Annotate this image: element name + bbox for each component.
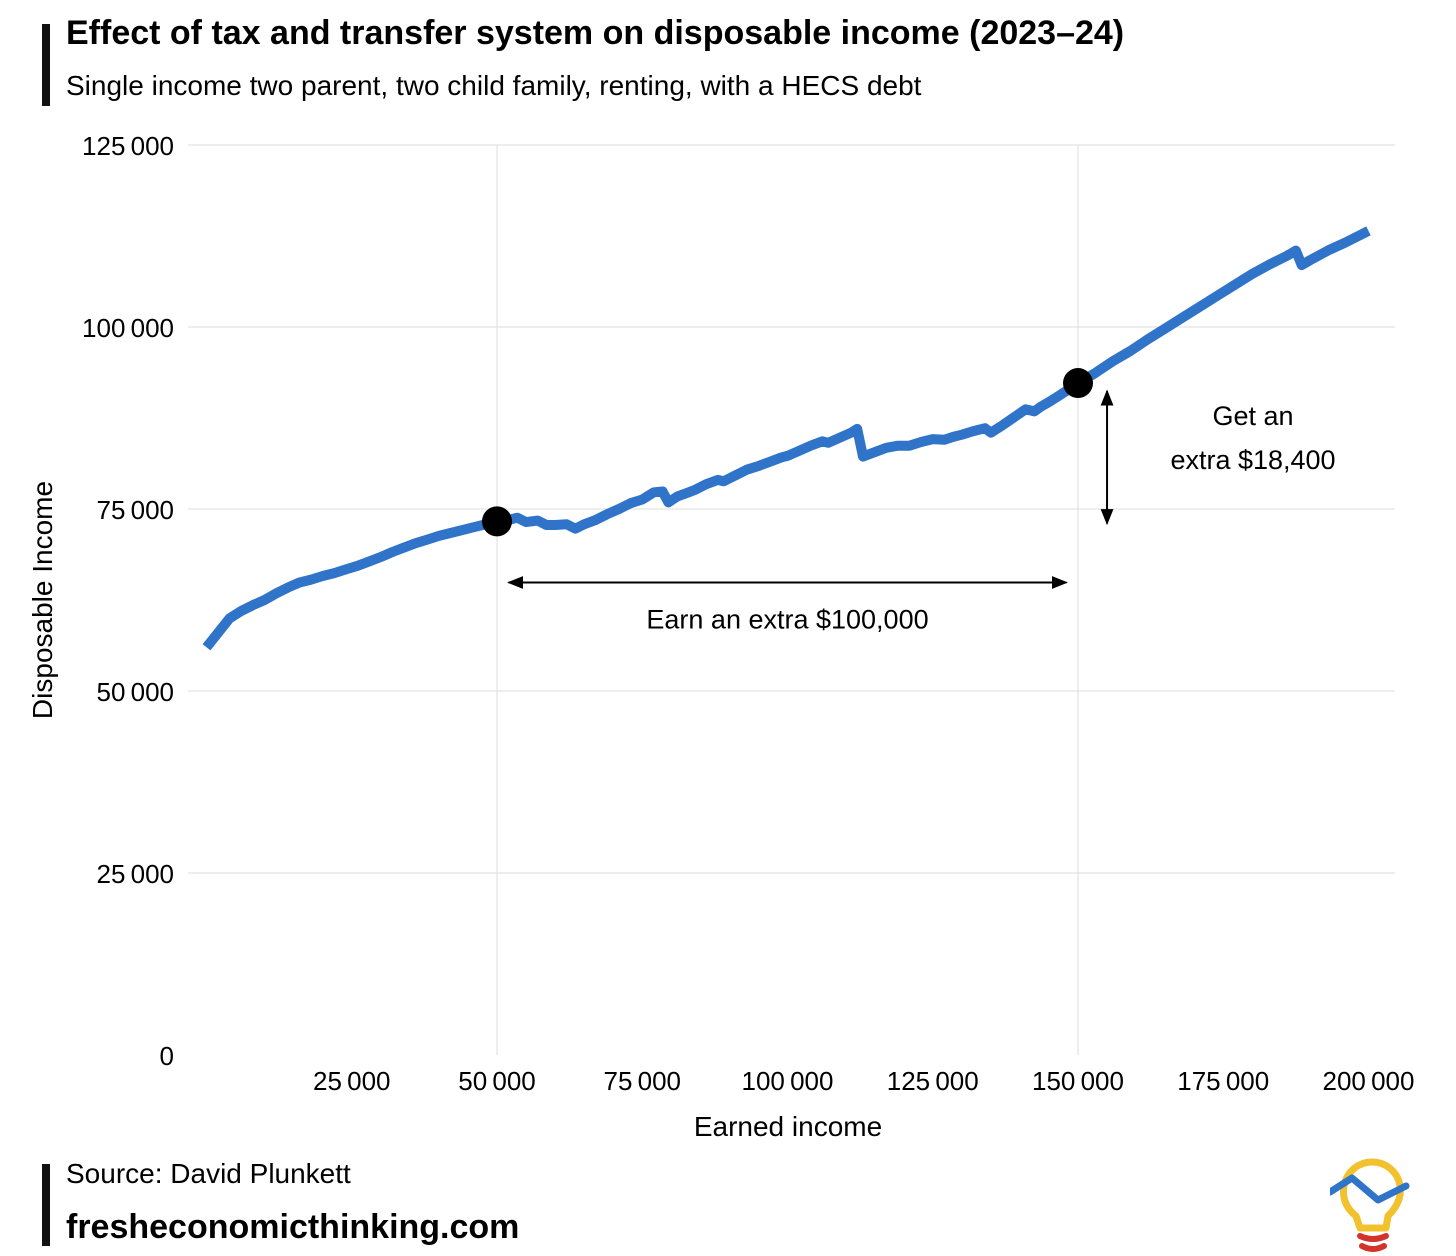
chart-title: Effect of tax and transfer system on dis…	[66, 14, 1125, 52]
line-chart: 0 25 000 50 000 75 000 100 000 125 000 25 000 5…	[27, 131, 1414, 1142]
x-axis-label: Earned income	[694, 1111, 882, 1142]
y-tick-label: 25 000	[96, 859, 174, 889]
x-tick-label: 50 000	[458, 1066, 536, 1096]
x-tick-label: 75 000	[603, 1066, 681, 1096]
grid-lines	[188, 144, 1395, 1055]
tick-labels: 0 25 000 50 000 75 000 100 000 125 000 25 000 5…	[82, 131, 1414, 1096]
highlight-point	[1063, 368, 1093, 399]
y-tick-label: 125 000	[82, 131, 174, 161]
chart-subtitle: Single income two parent, two child fami…	[66, 70, 922, 101]
highlight-point	[482, 506, 512, 537]
lightbulb-logo-icon	[1330, 1158, 1410, 1252]
website-link[interactable]: fresheconomicthinking.com	[66, 1208, 520, 1246]
y-tick-label: 50 000	[96, 677, 174, 707]
y-tick-label: 100 000	[82, 313, 174, 343]
y-axis-label: Disposable Income	[27, 481, 58, 719]
x-tick-label: 200 000	[1323, 1066, 1415, 1096]
annotation-get-extra-line2: extra $18,400	[1170, 445, 1335, 475]
x-tick-label: 100 000	[742, 1066, 834, 1096]
series-line	[202, 226, 1371, 651]
footer-accent-bar	[42, 1164, 50, 1246]
annotation-earn-extra: Earn an extra $100,000	[646, 605, 928, 635]
x-tick-label: 125 000	[887, 1066, 979, 1096]
y-tick-label: 75 000	[96, 495, 174, 525]
annotation-get-extra-line1: Get an	[1212, 401, 1293, 431]
x-tick-label: 25 000	[313, 1066, 391, 1096]
annotation-layer: Earn an extra $100,000 Get an extra $18,40…	[507, 389, 1336, 635]
title-accent-bar	[42, 24, 50, 106]
series-layer	[202, 226, 1371, 651]
x-tick-label: 150 000	[1032, 1066, 1124, 1096]
y-tick-label: 0	[160, 1041, 174, 1071]
source-note: Source: David Plunkett	[66, 1158, 351, 1189]
x-tick-label: 175 000	[1177, 1066, 1269, 1096]
